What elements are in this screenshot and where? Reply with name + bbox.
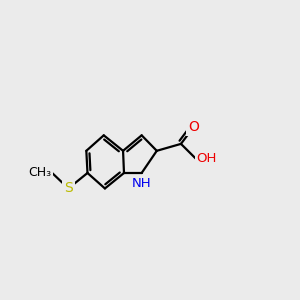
Text: S: S [64,182,73,196]
Text: OH: OH [196,152,217,165]
Text: O: O [188,120,199,134]
Text: CH₃: CH₃ [28,167,52,179]
Text: NH: NH [132,177,152,190]
